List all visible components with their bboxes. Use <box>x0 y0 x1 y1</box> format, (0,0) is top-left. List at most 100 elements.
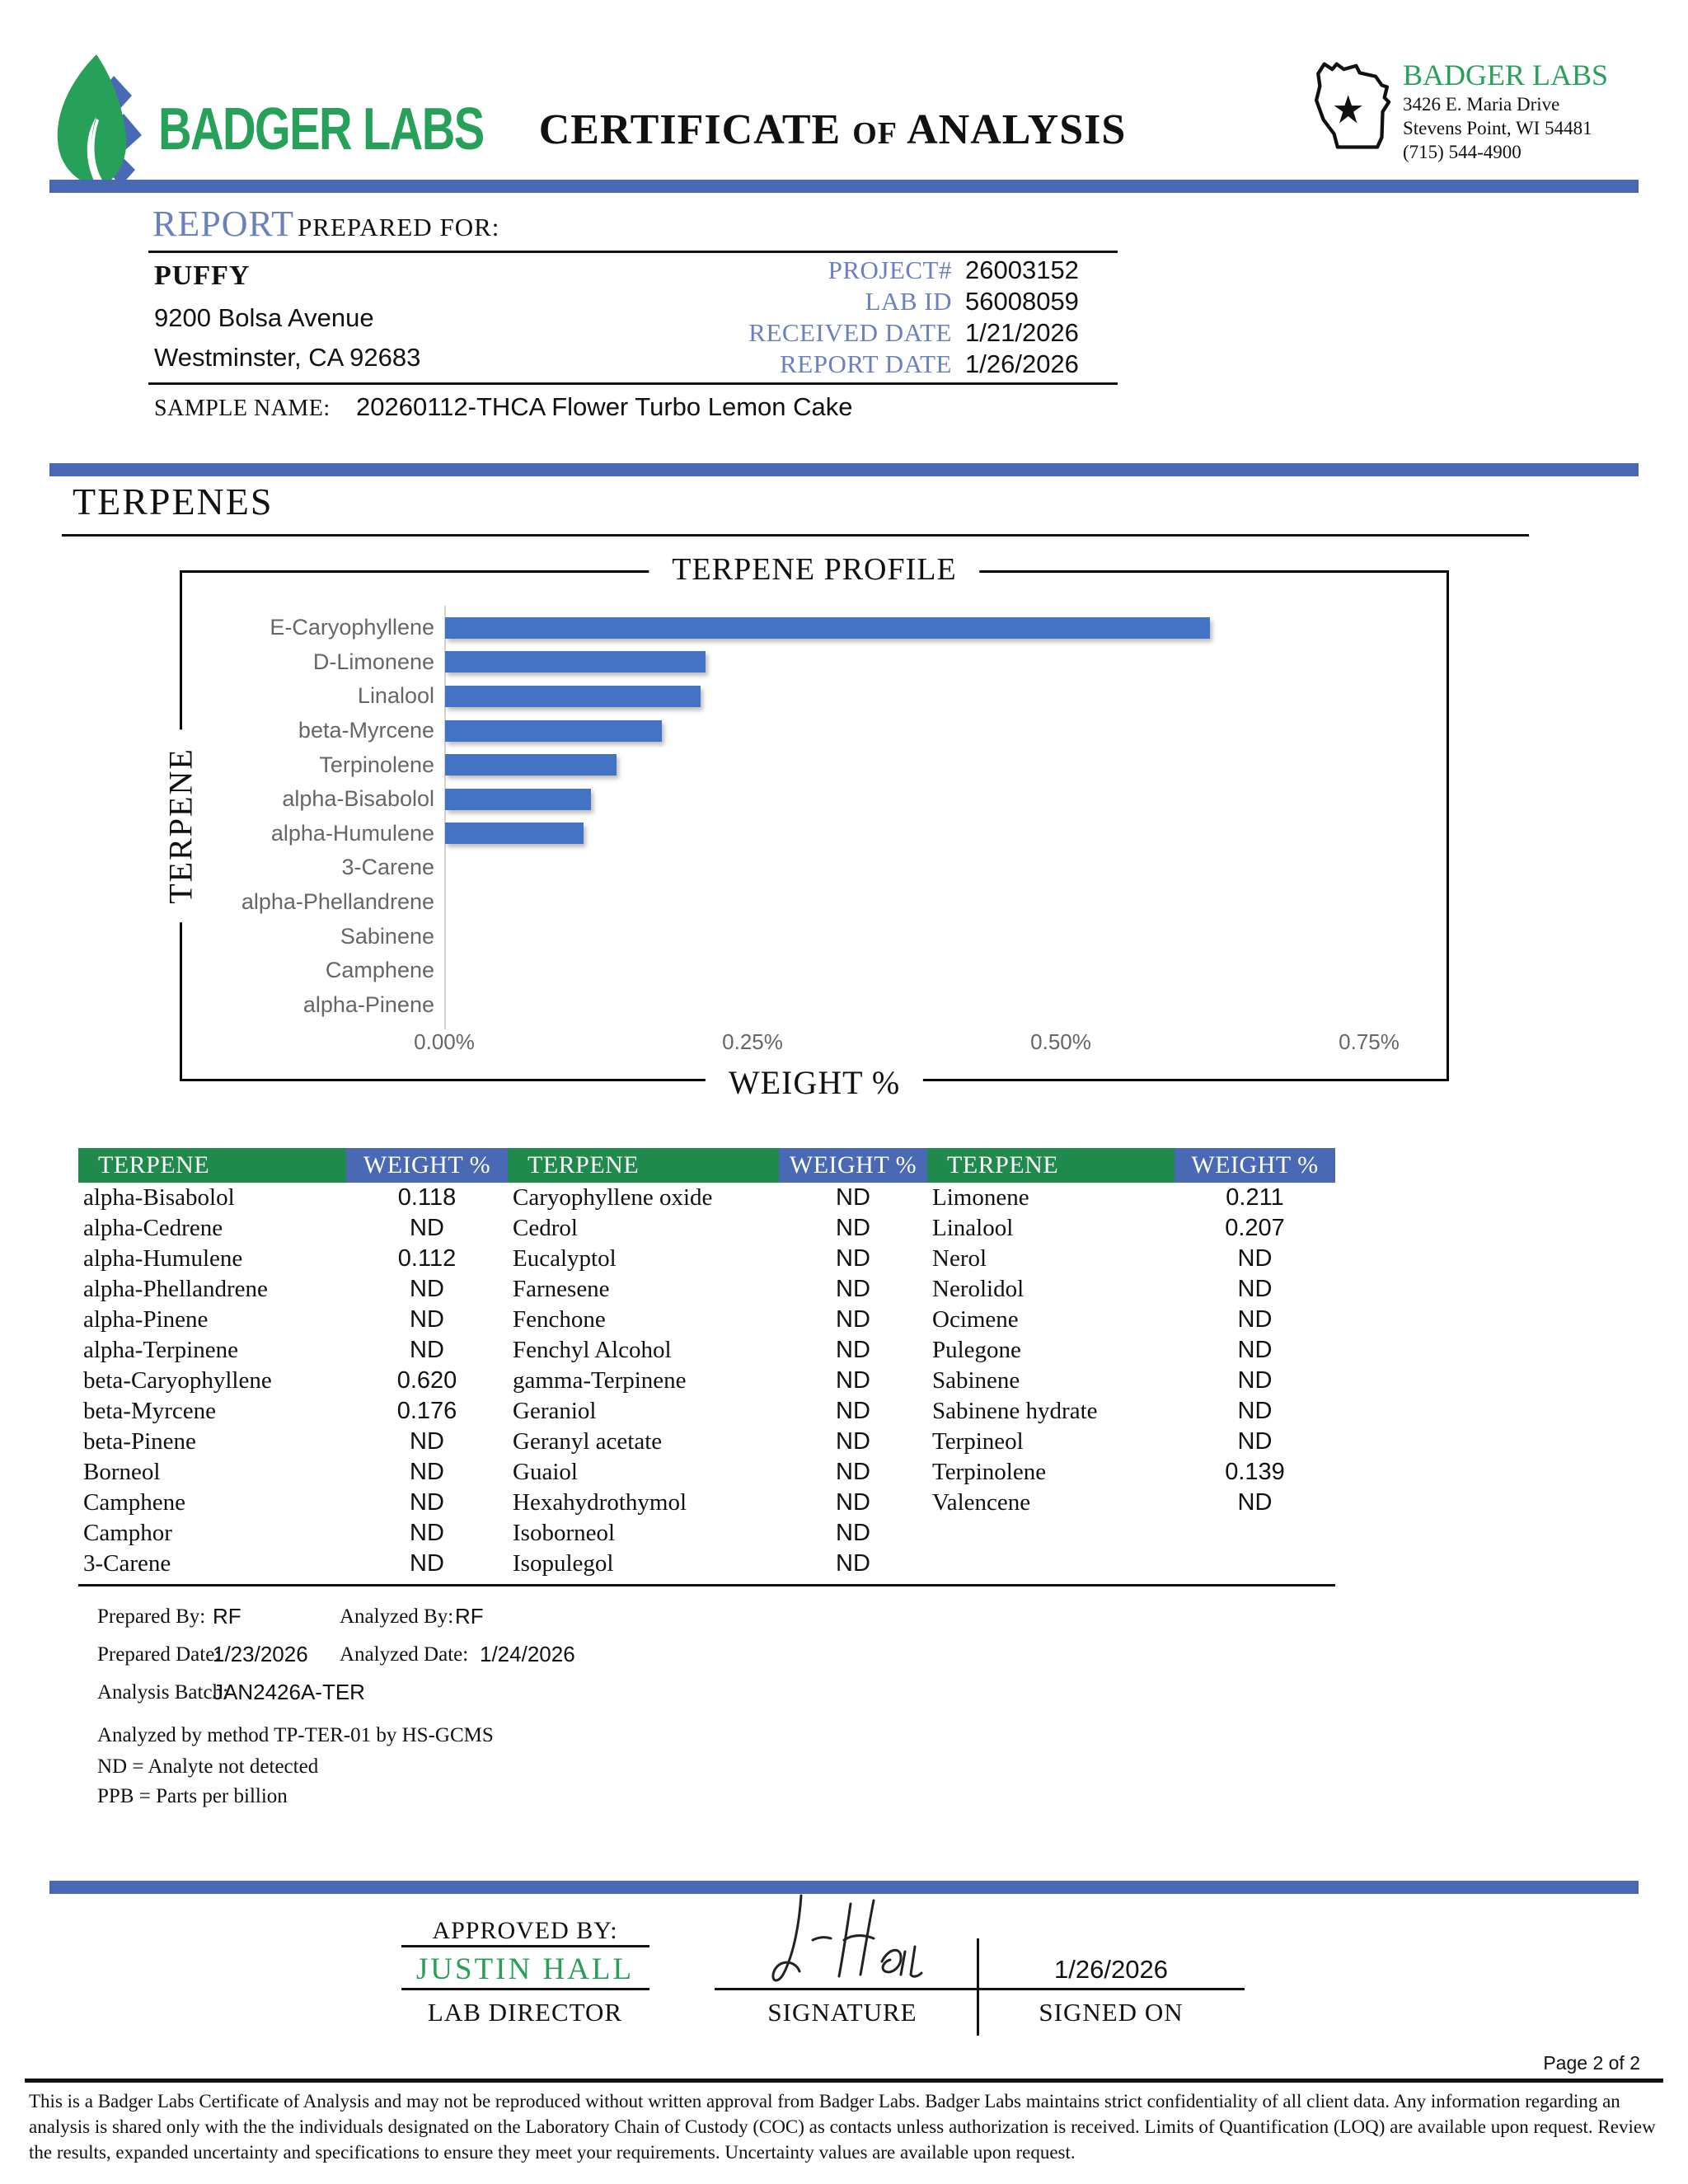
report-label: REPORT <box>152 204 295 244</box>
signed-on-date: 1/26/2026 <box>1054 1955 1168 1984</box>
table-cell-weight-value: ND <box>836 1428 870 1455</box>
table-cell-terpene-name: Valencene <box>932 1489 1031 1516</box>
chart-bar <box>445 616 1210 639</box>
table-cell-weight-value: ND <box>1237 1276 1273 1302</box>
terpene-results-table: TERPENE WEIGHT % TERPENE WEIGHT % TERPENE WEI… <box>78 1148 1335 1579</box>
table-cell-terpene-name: alpha-Phellandrene <box>83 1276 268 1302</box>
table-cell-terpene-name: Cedrol <box>513 1215 578 1241</box>
signature-label: SIGNATURE <box>767 1998 917 2027</box>
chart-bar-track <box>444 714 1444 748</box>
table-cell-weight-value: ND <box>410 1276 444 1302</box>
info-field-row: REPORT DATE 1/26/2026 <box>734 349 1079 381</box>
info-field-value: 56008059 <box>965 287 1079 316</box>
table-cell-terpene-name: beta-Caryophyllene <box>83 1367 272 1394</box>
table-cell-terpene-name: beta-Pinene <box>83 1428 196 1455</box>
lab-address-block: BADGER LABS 3426 E. Maria Drive Stevens … <box>1403 58 1608 164</box>
table-cell-terpene-name <box>927 1518 1175 1549</box>
analyzed-date-value: 1/24/2026 <box>480 1642 575 1666</box>
table-cell-terpene-name: Pulegone <box>932 1337 1021 1363</box>
chart-bar-row: alpha-Bisabolol <box>182 782 1444 817</box>
chart-bar-row: Sabinene <box>182 919 1444 954</box>
table-header-terpene: TERPENE <box>508 1148 779 1183</box>
table-cell-terpene-name: Farnesene <box>513 1276 610 1302</box>
table-cell-terpene-name: Hexahydrothymol <box>513 1489 687 1516</box>
terpenes-section-title: TERPENES <box>73 480 274 523</box>
logo-wordmark: BADGER LABS <box>158 96 485 162</box>
approved-by-label: APPROVED BY: <box>432 1917 618 1944</box>
chart-bar-row: beta-Myrcene <box>182 714 1444 748</box>
table-cell-weight-value: ND <box>410 1520 444 1546</box>
chart-category-label: Linalool <box>357 683 434 709</box>
analyzed-date-label: Analyzed Date: <box>340 1643 469 1666</box>
prepared-date-value: 1/23/2026 <box>213 1642 308 1666</box>
rule-above-sample-name <box>148 382 1118 385</box>
approval-vertical-divider <box>977 1938 979 2036</box>
table-cell-weight-value: ND <box>836 1550 870 1577</box>
table-cell-weight-value: ND <box>836 1520 870 1546</box>
x-tick-label: 0.00% <box>414 1029 475 1054</box>
chart-category-label: D-Limonene <box>312 649 434 674</box>
table-header-weight: WEIGHT % <box>779 1148 927 1183</box>
table-cell-weight-value: 0.207 <box>1225 1215 1285 1241</box>
chart-category-label: alpha-Pinene <box>302 991 434 1017</box>
table-cell-terpene-name: Caryophyllene oxide <box>513 1184 713 1211</box>
table-cell-terpene-name: alpha-Bisabolol <box>83 1184 235 1211</box>
chart-bar <box>445 754 617 776</box>
table-cell-terpene-name: alpha-Pinene <box>83 1306 209 1333</box>
approver-name: JUSTIN HALL <box>415 1952 635 1986</box>
lab-address-line1: 3426 E. Maria Drive <box>1403 94 1560 115</box>
table-cell-terpene-name: Eucalyptol <box>513 1245 617 1272</box>
table-cell-terpene-name: Camphor <box>83 1520 172 1546</box>
table-cell-terpene-name: Geraniol <box>513 1398 597 1424</box>
divider-bar-terpenes <box>49 463 1639 476</box>
table-cell-weight-value: ND <box>1237 1306 1273 1333</box>
table-cell-terpene-name: Borneol <box>83 1459 161 1485</box>
info-field-row: LAB ID 56008059 <box>734 287 1079 318</box>
analyzed-by-value: RF <box>455 1604 484 1629</box>
table-cell-terpene-name: Geranyl acetate <box>513 1428 663 1455</box>
signature-image <box>771 1894 923 1982</box>
table-cell-terpene-name: Nerol <box>932 1245 987 1272</box>
report-info-fields: PROJECT# 26003152 LAB ID 56008059 RECEIVED D… <box>734 255 1079 381</box>
prepared-by-label: Prepared By: <box>97 1605 206 1628</box>
info-field-value: 1/21/2026 <box>965 318 1079 347</box>
table-cell-weight-value: ND <box>836 1367 870 1394</box>
chart-category-label: beta-Myrcene <box>298 718 434 743</box>
prepared-for-label: PREPARED FOR: <box>298 213 500 241</box>
chart-bar-track <box>444 988 1444 1023</box>
table-cell-terpene-name: Sabinene hydrate <box>932 1398 1098 1424</box>
page-number: Page 2 of 2 <box>1543 2052 1640 2074</box>
footer-rule <box>25 2079 1663 2083</box>
table-cell-weight-value: ND <box>836 1398 870 1424</box>
chart-category-label: alpha-Bisabolol <box>282 786 434 812</box>
chart-category-label: alpha-Phellandrene <box>241 889 434 915</box>
table-cell-weight-value: 0.176 <box>396 1398 457 1424</box>
nd-definition-note: ND = Analyte not detected <box>97 1755 319 1778</box>
table-cell-weight-value: ND <box>410 1337 444 1363</box>
divider-bar-top <box>49 180 1639 193</box>
chart-bar-row: Camphene <box>182 954 1444 988</box>
chart-title: TERPENE PROFILE <box>649 551 980 588</box>
table-cell-terpene-name: Linalool <box>932 1215 1014 1241</box>
chart-bar-track <box>444 954 1444 988</box>
table-cell-terpene-name: Isoborneol <box>513 1520 616 1546</box>
table-cell-weight-value: ND <box>836 1489 870 1516</box>
method-note: Analyzed by method TP-TER-01 by HS-GCMS <box>97 1724 494 1746</box>
table-cell-terpene-name: Terpinolene <box>932 1459 1047 1485</box>
table-cell-terpene-name: Nerolidol <box>932 1276 1025 1302</box>
signed-on-rule <box>979 1988 1245 1990</box>
table-cell-terpene-name: Fenchyl Alcohol <box>513 1337 672 1363</box>
table-cell-terpene-name: gamma-Terpinene <box>513 1367 687 1394</box>
chart-bar <box>445 685 701 707</box>
chart-bar <box>445 788 591 810</box>
client-name: PUFFY <box>154 260 251 291</box>
chart-category-label: Sabinene <box>340 923 434 949</box>
approved-by-rule <box>401 1945 649 1947</box>
analysis-batch-value: JAN2426A-TER <box>213 1680 365 1704</box>
info-field-label: REPORT DATE <box>780 349 952 378</box>
chart-bar-track <box>444 782 1444 817</box>
chart-category-label: alpha-Humulene <box>270 820 434 846</box>
table-cell-weight-value: 0.139 <box>1225 1459 1285 1485</box>
table-cell-terpene-name: Fenchone <box>513 1306 606 1333</box>
